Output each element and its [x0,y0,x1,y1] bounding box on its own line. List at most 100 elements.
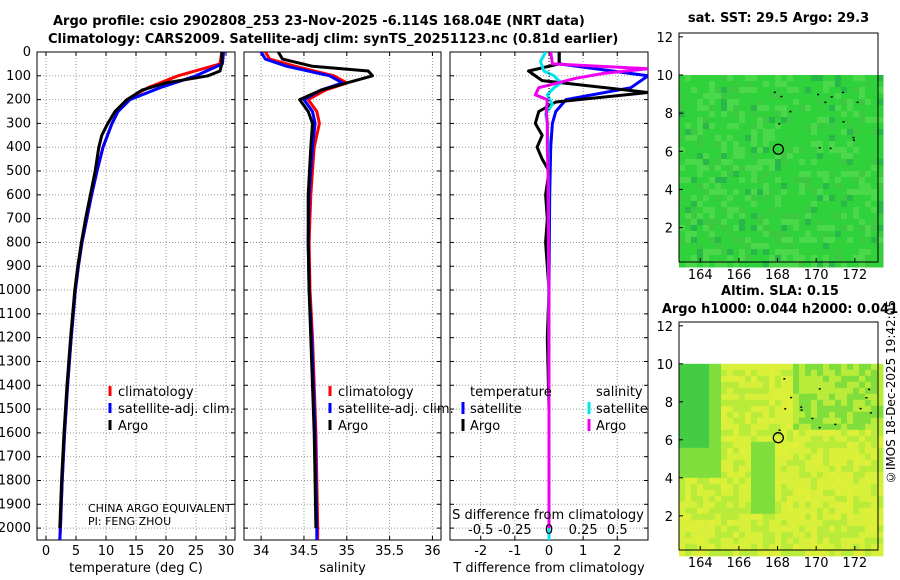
series-line-salinity-1 [259,52,344,540]
island-speck [865,397,868,399]
secondary-x-tick-label: 0.25 [569,523,598,538]
island-speck [800,409,803,411]
map-x-tick-label-sst-map: 172 [842,268,867,283]
x-axis-label-temperature: temperature (deg C) [69,561,203,576]
legend-label-sal-argo: Argo [596,419,626,434]
x-tick-label-differences: -2 [474,544,487,559]
map-y-tick-label-sla-map: 6 [665,434,673,449]
island-speck [830,96,833,98]
island-speck [868,388,871,391]
map-x-tick-label-sla-map: 172 [842,556,867,571]
x-tick-label-salinity: 34 [253,544,270,559]
y-tick-label-depth: 1900 [0,497,31,512]
series-line-differences-2 [539,52,563,540]
series-group-temperature [58,52,226,540]
island-speck [783,378,786,380]
island-speck [778,429,781,431]
island-speck [824,101,827,104]
map-field-sst-map [679,74,884,268]
island-speck [834,423,837,426]
figure-title-line1: Argo profile: csio 2902808_253 23-Nov-20… [53,14,585,29]
map-x-tick-label-sla-map: 170 [804,556,829,571]
series-line-temperature-1 [58,52,226,540]
secondary-x-tick-label: 0 [545,523,553,538]
island-speck [818,426,821,429]
series-line-differences-3 [533,52,648,529]
island-speck [773,91,776,94]
y-tick-label-depth: 600 [6,188,31,203]
x-tick-label-salinity: 34.5 [289,544,318,559]
island-speck [780,95,783,98]
y-tick-label-depth: 800 [6,235,31,250]
map-x-tick-label-sst-map: 168 [765,268,790,283]
map-y-tick-label-sst-map: 8 [665,107,673,122]
x-tick-label-temperature: 15 [128,544,145,559]
map-y-tick-label-sla-map: 4 [665,472,673,487]
x-axis-label-differences: T difference from climatology [452,561,645,576]
map-y-tick-label-sla-map: 8 [665,396,673,411]
map-y-tick-label-sst-map: 4 [665,183,673,198]
x-tick-label-temperature: 30 [218,544,235,559]
map-sla-map [678,321,884,557]
series-line-salinity-2 [277,52,374,529]
map-y-tick-label-sst-map: 6 [665,145,673,160]
x-tick-label-differences: 2 [613,544,621,559]
secondary-x-axis-label: S difference from climatology [452,508,644,523]
x-tick-label-salinity: 35 [339,544,356,559]
y-tick-label-depth: 1800 [0,473,31,488]
y-tick-label-depth: 1700 [0,450,31,465]
y-tick-label-depth: 500 [6,164,31,179]
y-tick-label-depth: 0 [23,45,31,60]
y-tick-label-depth: 1500 [0,402,31,417]
legend-label-salinity: satellite-adj. clim. [338,402,454,417]
island-speck [829,147,832,150]
y-tick-label-depth: 100 [6,69,31,84]
island-speck [778,123,781,125]
island-speck [790,396,793,399]
secondary-x-tick-label: 0.5 [607,523,628,538]
map-x-tick-label-sla-map: 166 [726,556,751,571]
annotation-pi: PI: FENG ZHOU [88,515,171,528]
y-tick-label-depth: 1000 [0,283,31,298]
legend-label-temperature: climatology [118,385,194,400]
y-tick-label-depth: 700 [6,212,31,227]
island-speck [859,407,862,410]
x-tick-label-temperature: 10 [98,544,115,559]
y-tick-label-depth: 200 [6,93,31,108]
float-position-marker [772,143,784,155]
map-frame-sla-map [678,321,879,551]
y-tick-label-depth: 2000 [0,521,31,536]
map-y-tick-label-sla-map: 12 [656,320,673,335]
x-tick-label-differences: 1 [579,544,587,559]
annotation-owner: CHINA ARGO EQUIVALENT [88,502,232,515]
y-tick-label-depth: 1200 [0,331,31,346]
map-x-tick-label-sst-map: 164 [688,268,713,283]
series-line-temperature-0 [58,52,224,540]
x-tick-label-salinity: 36 [424,544,441,559]
secondary-x-tick-label: -0.25 [498,523,532,538]
island-speck [852,139,855,141]
y-tick-label-depth: 400 [6,140,31,155]
island-speck [852,136,855,139]
series-line-temperature-2 [58,52,224,529]
island-speck [817,93,820,96]
legend-title-salinity: salinity [596,385,643,400]
map-title-sla-map: Altim. SLA: 0.15 [721,284,839,299]
island-speck [841,91,844,94]
panel-salinity [243,51,442,541]
map-y-tick-label-sst-map: 2 [665,222,673,237]
y-tick-label-depth: 300 [6,116,31,131]
island-speck [789,110,792,113]
legend-label-sal-satellite: satellite [596,402,648,417]
map-sst-map [678,32,884,268]
map-x-tick-label-sla-map: 164 [688,556,713,571]
series-line-salinity-0 [264,52,349,540]
y-tick-label-depth: 1600 [0,426,31,441]
island-speck [811,417,814,420]
x-tick-label-temperature: 25 [188,544,205,559]
y-tick-label-depth: 900 [6,259,31,274]
map-y-tick-label-sla-map: 2 [665,510,673,525]
island-speck [869,412,872,414]
series-line-differences-0 [547,52,648,540]
legend-title-temperature: temperature [470,385,552,400]
